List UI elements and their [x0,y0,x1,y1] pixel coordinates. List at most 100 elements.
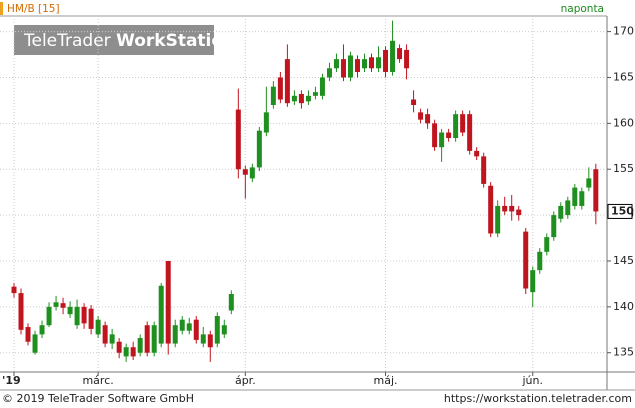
x-tick-label: jún. [521,374,543,387]
candle-body [102,325,108,344]
candle-body [312,92,318,96]
candle-body [256,130,262,168]
candle-body [172,325,178,344]
y-tick-label: 145 [613,254,634,267]
candle-body [390,40,396,72]
candle-body [362,59,367,69]
x-tick-label: márc. [82,374,113,387]
candle-body [207,334,213,348]
candle-body [509,205,515,212]
candle-body [158,285,164,344]
candle-body [221,325,227,335]
candle-body [495,205,501,234]
candle-body [432,123,438,148]
y-tick-label: 135 [613,346,634,359]
x-tick-label: ápr. [235,374,256,387]
candle-body [11,286,17,294]
candle-body [530,270,536,293]
candle-body [137,338,143,353]
candle-body [516,209,522,216]
candle-body [565,200,571,216]
candle-body [263,112,269,133]
last-price-box [607,203,633,219]
candle-body [116,341,122,353]
watermark-part: WorkStation [116,31,235,51]
candle-body [397,48,403,60]
candle-body [144,325,150,353]
candle-body [151,325,157,353]
candle-body [326,68,332,78]
candle-body [551,215,557,238]
candle-body [460,114,466,133]
x-tick-label: '19 [2,374,21,387]
candle-body [270,86,276,105]
y-tick-label: 155 [613,162,634,175]
candle-body [481,156,487,184]
watermark: TeleTrader WorkStation [23,31,235,51]
candle-body [537,251,543,271]
candle-body [558,205,564,219]
candle-body [593,169,599,212]
candle-body [95,319,101,335]
y-tick-label: 160 [613,116,634,129]
candle-body [340,59,346,78]
candle-body [123,347,129,357]
candle-body [60,303,66,308]
candle-body [130,347,136,357]
candle-body [249,167,255,179]
candle-body [67,306,73,315]
candle-body [277,77,283,100]
candle-body [186,323,192,331]
y-tick-label: 165 [613,70,634,83]
candle-body [179,319,185,331]
candle-body [214,316,220,344]
candle-body [53,302,59,307]
y-tick-label: 170 [613,25,634,38]
y-tick-label: 140 [613,300,634,313]
candle-body [572,187,578,206]
candle-body [347,55,353,78]
candle-body [523,231,529,289]
watermark-box [14,25,214,55]
candle-body [32,334,38,353]
candle-body [319,77,325,96]
candle-body [418,112,424,120]
candle-body [411,99,417,105]
candle-body [579,191,585,206]
candle-body [305,95,311,102]
candle-body [25,327,31,342]
candle-body [193,319,199,340]
candle-body [354,59,360,72]
candle-body [291,95,297,102]
candle-body [242,169,248,175]
copyright: © 2019 TeleTrader Software GmbH [2,392,194,405]
candle-body [467,114,473,151]
candle-body [474,150,480,157]
candle-body [425,114,431,124]
candle-body [18,293,24,330]
x-tick-label: máj. [374,374,398,387]
title-marker [0,2,3,15]
candle-body [383,49,389,72]
chart-title: HM/B [15] [7,3,60,15]
url: https://workstation.teletrader.com [444,392,632,405]
candle-body [46,306,52,326]
candle-body [39,325,45,335]
candle-body [200,334,206,344]
candle-body [586,178,592,188]
candle-body [502,205,508,212]
candle-body [74,306,80,326]
candle-body [228,294,234,311]
last-price-label: 150 [611,204,634,217]
candle-body [453,114,459,139]
candle-body [439,132,445,148]
interval: naponta [561,3,604,15]
candle-body [369,57,375,69]
candle-body [404,49,410,69]
candle-body [544,237,550,252]
candle-body [376,57,382,69]
candle-body [165,260,171,344]
candle-body [109,334,115,344]
